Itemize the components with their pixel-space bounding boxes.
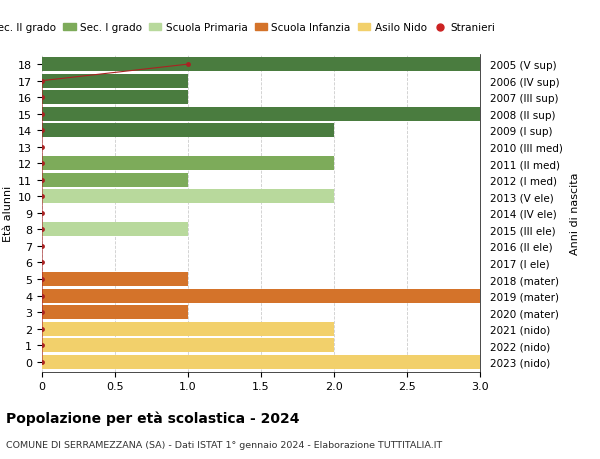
Bar [42, 58, 480, 72]
Y-axis label: Età alunni: Età alunni [2, 185, 13, 241]
Bar [42, 74, 188, 89]
Text: Popolazione per età scolastica - 2024: Popolazione per età scolastica - 2024 [6, 411, 299, 425]
Legend: Sec. II grado, Sec. I grado, Scuola Primaria, Scuola Infanzia, Asilo Nido, Stran: Sec. II grado, Sec. I grado, Scuola Prim… [0, 19, 500, 37]
Bar [42, 174, 188, 187]
Bar [42, 157, 334, 171]
Bar [42, 91, 188, 105]
Y-axis label: Anni di nascita: Anni di nascita [569, 172, 580, 255]
Bar [42, 338, 334, 353]
Bar [42, 322, 334, 336]
Bar [42, 289, 480, 303]
Bar [42, 305, 188, 319]
Bar [42, 355, 480, 369]
Bar [42, 272, 188, 286]
Bar [42, 223, 188, 237]
Bar [42, 107, 480, 122]
Bar [42, 124, 334, 138]
Text: COMUNE DI SERRAMEZZANA (SA) - Dati ISTAT 1° gennaio 2024 - Elaborazione TUTTITAL: COMUNE DI SERRAMEZZANA (SA) - Dati ISTAT… [6, 440, 442, 449]
Bar [42, 190, 334, 204]
